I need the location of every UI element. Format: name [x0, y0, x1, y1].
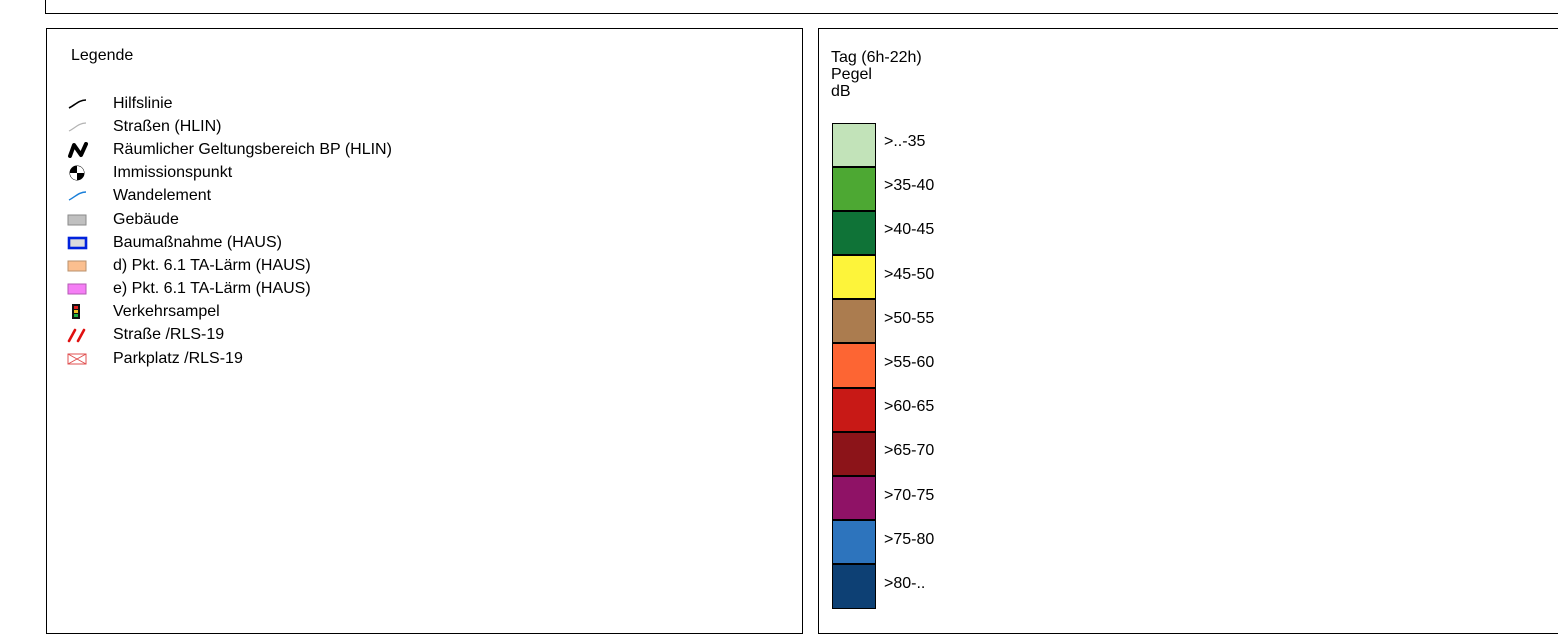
legend-item: e) Pkt. 6.1 TA-Lärm (HAUS)	[67, 278, 392, 301]
legend-item-label: Straßen (HLIN)	[113, 117, 222, 135]
road-red-lines-icon	[67, 325, 97, 345]
scale-swatch	[832, 476, 876, 521]
scale-swatch	[832, 299, 876, 344]
line-blue-icon	[67, 186, 97, 206]
scale-class: >75-80	[832, 520, 935, 565]
legend-item: Parkplatz /RLS-19	[67, 347, 392, 370]
line-gray-icon	[67, 117, 97, 137]
scale-swatch	[832, 387, 876, 432]
scale-swatch	[832, 564, 876, 609]
legend-item: Straßen (HLIN)	[67, 115, 392, 138]
legend-item-label: Hilfslinie	[113, 94, 173, 112]
line-black-icon	[67, 94, 97, 114]
scale-class: >55-60	[832, 343, 935, 388]
legend-item: Verkehrsampel	[67, 301, 392, 324]
scale-label: >75-80	[884, 530, 935, 548]
scale-label: >55-60	[884, 353, 935, 371]
legend-panel: Legende Hilfslinie Straßen (HLIN) Räumli…	[46, 28, 803, 634]
scale-label: >35-40	[884, 177, 935, 195]
scale-swatch	[832, 122, 876, 167]
scale-class: >40-45	[832, 210, 935, 256]
scale-header-quantity: Pegel	[831, 66, 872, 83]
building-pink-icon	[67, 279, 97, 299]
legend-item: Immissionspunkt	[67, 162, 392, 185]
legend-item: Wandelement	[67, 185, 392, 208]
legend-item-label: Räumlicher Geltungsbereich BP (HLIN)	[113, 140, 392, 158]
scale-label: >50-55	[884, 309, 935, 327]
scale-class: >70-75	[832, 476, 935, 521]
scale-swatch	[832, 431, 876, 476]
scale-swatch	[832, 210, 876, 256]
scale-label: >40-45	[884, 221, 935, 239]
legend-item-label: Verkehrsampel	[113, 303, 220, 321]
building-blue-outline-icon	[67, 233, 97, 253]
legend-item: d) Pkt. 6.1 TA-Lärm (HAUS)	[67, 254, 392, 277]
legend-item: Gebäude	[67, 208, 392, 231]
map-frame-top	[45, 0, 1558, 14]
legend-item-label: Parkplatz /RLS-19	[113, 349, 243, 367]
scale-class: >60-65	[832, 387, 935, 432]
legend-title: Legende	[71, 47, 134, 64]
noise-scale-panel: Tag (6h-22h) Pegel dB >..-35 >35-40 >40-45…	[818, 28, 1558, 634]
legend-list: Hilfslinie Straßen (HLIN) Räumlicher Gel…	[67, 92, 392, 370]
immission-point-icon	[67, 163, 97, 183]
scale-class: >35-40	[832, 166, 935, 211]
scale-label: >70-75	[884, 486, 935, 504]
scale-class: >65-70	[832, 431, 935, 476]
legend-item: Straße /RLS-19	[67, 324, 392, 347]
scale-swatch	[832, 343, 876, 388]
noise-level-scale: >..-35 >35-40 >40-45 >45-50 >50-55 >55-60 >60-…	[832, 122, 935, 609]
scale-class: >..-35	[832, 122, 934, 167]
parking-crossbox-icon	[67, 349, 97, 369]
scale-header: Tag (6h-22h) Pegel dB	[831, 49, 922, 100]
scale-label: >65-70	[884, 442, 935, 460]
legend-item-label: d) Pkt. 6.1 TA-Lärm (HAUS)	[113, 256, 311, 274]
scale-header-period: Tag (6h-22h)	[831, 49, 922, 66]
scale-header-unit: dB	[831, 83, 851, 100]
scale-label: >45-50	[884, 265, 935, 283]
scale-label: >..-35	[884, 133, 926, 150]
legend-item: Hilfslinie	[67, 92, 392, 115]
legend-item-label: Gebäude	[113, 210, 179, 228]
scale-swatch	[832, 520, 876, 565]
legend-item-label: Immissionspunkt	[113, 164, 233, 182]
legend-item-label: Straße /RLS-19	[113, 326, 225, 344]
legend-item: Räumlicher Geltungsbereich BP (HLIN)	[67, 138, 392, 161]
traffic-light-icon	[67, 302, 97, 322]
scale-class: >50-55	[832, 299, 935, 344]
legend-item-label: Wandelement	[113, 187, 212, 205]
scale-swatch	[832, 166, 876, 211]
legend-item-label: e) Pkt. 6.1 TA-Lärm (HAUS)	[113, 280, 311, 298]
building-gray-icon	[67, 210, 97, 230]
legend-item: Baumaßnahme (HAUS)	[67, 231, 392, 254]
legend-item-label: Baumaßnahme (HAUS)	[113, 233, 282, 251]
scale-class: >80-..	[832, 564, 934, 609]
scale-class: >45-50	[832, 255, 935, 300]
building-orange-icon	[67, 256, 97, 276]
scale-label: >80-..	[884, 574, 926, 592]
boundary-zigzag-icon	[67, 140, 97, 160]
scale-label: >60-65	[884, 398, 935, 416]
scale-swatch	[832, 255, 876, 300]
